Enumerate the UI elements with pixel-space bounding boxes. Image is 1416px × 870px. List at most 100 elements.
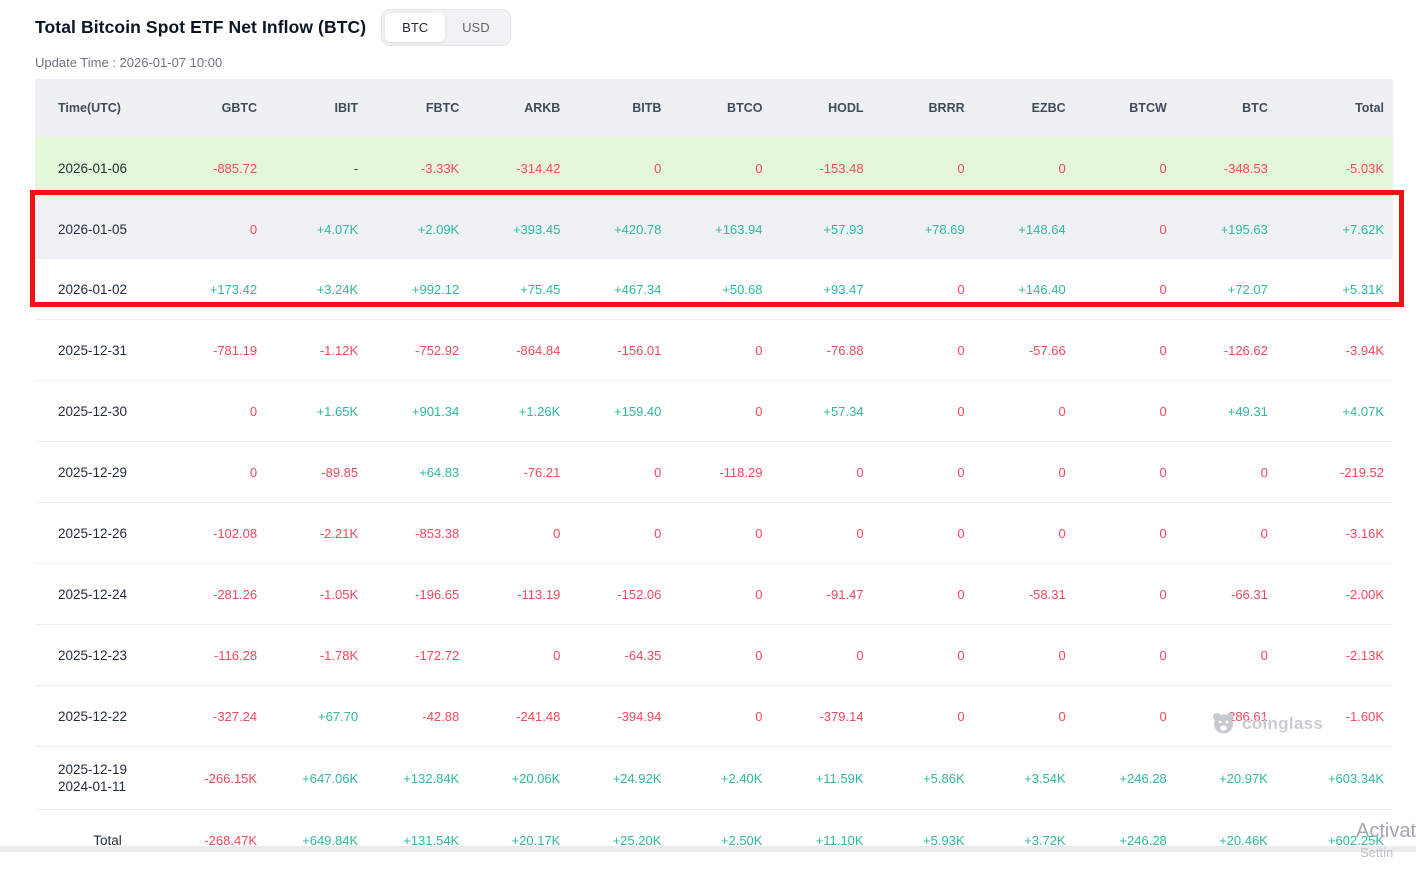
cell-value: +992.12 [382, 259, 483, 320]
cell-value: 0 [888, 442, 989, 503]
page-title: Total Bitcoin Spot ETF Net Inflow (BTC) [35, 17, 366, 38]
cell-value: -172.72 [382, 625, 483, 686]
cell-value: +3.24K [281, 259, 382, 320]
cell-value: 0 [786, 503, 887, 564]
cell-value: +603.34K [1292, 747, 1393, 810]
column-header-btc: BTC [1191, 79, 1292, 137]
cell-value: +78.69 [888, 199, 989, 259]
cell-value: +4.07K [281, 199, 382, 259]
cell-value: 0 [584, 503, 685, 564]
table-row: 2025-12-24-281.26-1.05K-196.65-113.19-15… [35, 564, 1393, 625]
cell-value: 0 [888, 320, 989, 381]
cell-value: -57.66 [989, 320, 1090, 381]
column-header-ibit: IBIT [281, 79, 382, 137]
cell-value: 0 [180, 199, 281, 259]
cell-value: -89.85 [281, 442, 382, 503]
cell-value: 0 [888, 259, 989, 320]
cell-value: -3.94K [1292, 320, 1393, 381]
column-header-arkb: ARKB [483, 79, 584, 137]
cell-value: +49.31 [1191, 381, 1292, 442]
cell-value: -152.06 [584, 564, 685, 625]
toggle-usd-button[interactable]: USD [445, 13, 506, 42]
cell-value: +2.09K [382, 199, 483, 259]
cell-value: +3.54K [989, 747, 1090, 810]
cell-value: +67.70 [281, 686, 382, 747]
column-header-bitb: BITB [584, 79, 685, 137]
cell-value: 0 [888, 686, 989, 747]
windows-activation-watermark: Activat [1356, 820, 1416, 843]
table-row: 2026-01-02+173.42+3.24K+992.12+75.45+467… [35, 259, 1393, 320]
cell-value: -118.29 [685, 442, 786, 503]
header-bar: Total Bitcoin Spot ETF Net Inflow (BTC) … [0, 0, 1416, 46]
coinglass-watermark: coinglass [1211, 711, 1323, 736]
cell-value: -1.12K [281, 320, 382, 381]
cell-value: -781.19 [180, 320, 281, 381]
column-header-time: Time(UTC) [35, 79, 180, 137]
date-text: 2025-12-29 [58, 465, 180, 480]
cell-value: +5.93K [888, 810, 989, 870]
cell-value: 0 [1090, 381, 1191, 442]
cell-value: 0 [483, 503, 584, 564]
cell-value: +146.40 [989, 259, 1090, 320]
row-date: 2025-12-29 [35, 442, 180, 503]
cell-value: 0 [1090, 442, 1191, 503]
cell-value: +24.92K [584, 747, 685, 810]
column-header-hodl: HODL [786, 79, 887, 137]
cell-value: 0 [888, 625, 989, 686]
cell-value: 0 [1191, 503, 1292, 564]
table-row: 2025-12-31-781.19-1.12K-752.92-864.84-15… [35, 320, 1393, 381]
row-label: Total [35, 810, 180, 870]
cell-value: +131.54K [382, 810, 483, 870]
cell-value: +20.17K [483, 810, 584, 870]
cell-value: -752.92 [382, 320, 483, 381]
cell-value: 0 [1090, 137, 1191, 199]
cell-value: 0 [685, 381, 786, 442]
cell-value: -2.13K [1292, 625, 1393, 686]
table-row: 2025-12-22-327.24+67.70-42.88-241.48-394… [35, 686, 1393, 747]
cell-value: 0 [685, 503, 786, 564]
date-text: 2026-01-02 [58, 282, 180, 297]
row-date: 2025-12-30 [35, 381, 180, 442]
cell-value: 0 [786, 442, 887, 503]
cell-value: +649.84K [281, 810, 382, 870]
cell-value: 0 [1090, 320, 1191, 381]
cell-value: 0 [888, 137, 989, 199]
cell-value: 0 [1191, 625, 1292, 686]
cell-value: -113.19 [483, 564, 584, 625]
cell-value: 0 [989, 503, 1090, 564]
cell-value: +1.26K [483, 381, 584, 442]
cell-value: +5.86K [888, 747, 989, 810]
date-text: 2024-01-11 [58, 778, 180, 795]
row-date: 2026-01-06 [35, 137, 180, 199]
date-text: 2025-12-31 [58, 343, 180, 358]
cell-value: -266.15K [180, 747, 281, 810]
cell-value: -1.78K [281, 625, 382, 686]
cell-value: 0 [1090, 625, 1191, 686]
toggle-btc-button[interactable]: BTC [385, 13, 445, 42]
cell-value: +20.46K [1191, 810, 1292, 870]
cell-value: 0 [1090, 199, 1191, 259]
column-header-gbtc: GBTC [180, 79, 281, 137]
cell-value: +173.42 [180, 259, 281, 320]
cell-value: +72.07 [1191, 259, 1292, 320]
cell-value: +2.50K [685, 810, 786, 870]
cell-value: 0 [584, 137, 685, 199]
cell-value: +901.34 [382, 381, 483, 442]
cell-value: -76.88 [786, 320, 887, 381]
cell-value: -116.28 [180, 625, 281, 686]
column-header-fbtc: FBTC [382, 79, 483, 137]
cell-value: -327.24 [180, 686, 281, 747]
cell-value: +246.28 [1090, 810, 1191, 870]
cell-value: 0 [1090, 259, 1191, 320]
cell-value: +148.64 [989, 199, 1090, 259]
cell-value: +3.72K [989, 810, 1090, 870]
row-date: 2025-12-22 [35, 686, 180, 747]
cell-value: +50.68 [685, 259, 786, 320]
